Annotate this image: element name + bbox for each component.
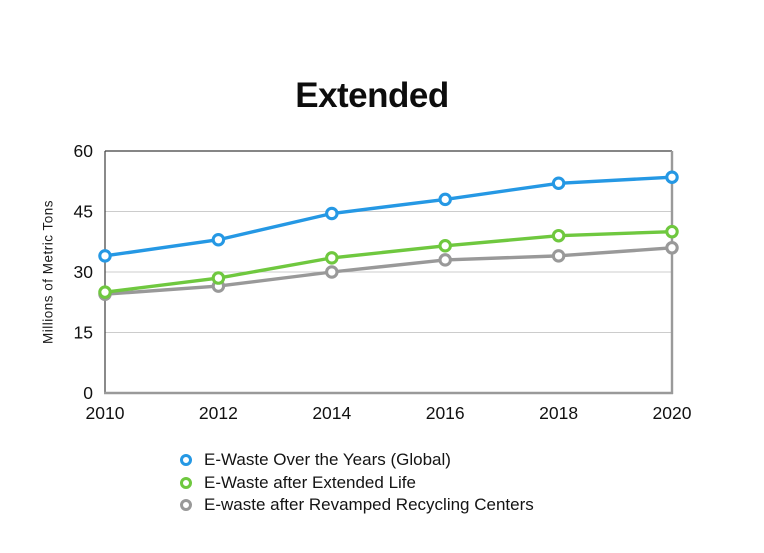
- legend-label: E-Waste Over the Years (Global): [204, 450, 451, 470]
- y-tick-label: 45: [74, 202, 93, 222]
- chart-title: Extended: [295, 76, 449, 115]
- data-point-marker: [551, 228, 566, 243]
- x-tick-label: 2018: [539, 403, 578, 423]
- legend-item-global: E-Waste Over the Years (Global): [180, 449, 534, 472]
- x-tick-label: 2014: [312, 403, 351, 423]
- data-point-marker: [551, 176, 566, 191]
- legend: E-Waste Over the Years (Global) E-Waste …: [180, 449, 534, 517]
- x-tick-label: 2016: [426, 403, 465, 423]
- series-line-2: [103, 246, 674, 296]
- data-point-marker: [438, 239, 452, 253]
- legend-item-recycling-centers: E-waste after Revamped Recycling Centers: [180, 494, 534, 517]
- data-point-marker: [211, 271, 226, 285]
- series-line-1: [103, 229, 674, 294]
- legend-marker-icon: [180, 476, 192, 489]
- data-point-marker: [438, 192, 452, 207]
- legend-marker-icon: [180, 499, 192, 512]
- data-point-marker: [665, 170, 679, 184]
- x-tick-label: 2012: [199, 403, 238, 423]
- x-tick-label: 2020: [653, 403, 692, 423]
- y-tick-label: 60: [74, 141, 94, 161]
- data-point-marker: [211, 232, 226, 247]
- x-tick-label: 2010: [86, 403, 125, 423]
- legend-marker-icon: [180, 454, 192, 467]
- y-tick-label: 15: [74, 323, 93, 343]
- data-point-marker: [325, 206, 339, 221]
- data-point-marker: [325, 265, 339, 279]
- data-point-marker: [438, 253, 452, 267]
- data-point-marker: [98, 285, 112, 299]
- data-point-marker: [551, 249, 566, 263]
- data-point-marker: [325, 251, 339, 265]
- y-tick-label: 0: [83, 383, 93, 403]
- series-line-0: [103, 175, 674, 258]
- y-tick-label: 30: [74, 262, 94, 282]
- legend-label: E-waste after Revamped Recycling Centers: [204, 495, 534, 515]
- legend-item-extended-life: E-Waste after Extended Life: [180, 472, 534, 495]
- data-point-marker: [665, 241, 679, 255]
- data-point-marker: [665, 224, 679, 239]
- data-point-marker: [98, 249, 112, 263]
- legend-label: E-Waste after Extended Life: [204, 472, 416, 492]
